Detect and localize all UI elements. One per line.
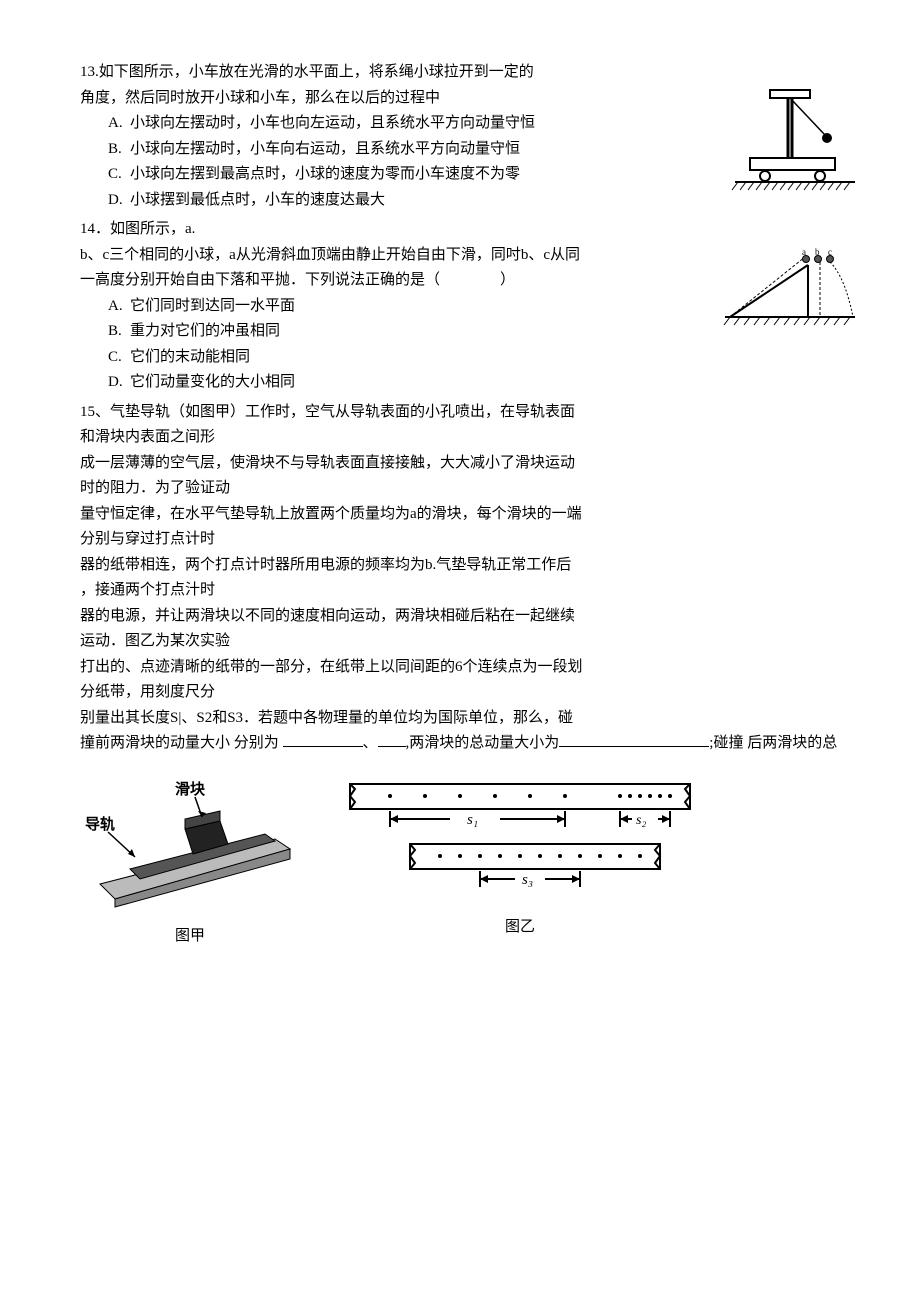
- q15-line-3: 时的阻力．为了验证动: [80, 476, 870, 502]
- svg-text:c: c: [828, 247, 832, 257]
- svg-text:滑块: 滑块: [175, 781, 206, 798]
- q14-stem-1: 14．如图所示，a.: [80, 217, 870, 243]
- q15-line-8: 器的电源，并让两滑块以不同的速度相向运动，两滑块相碰后粘在一起继续: [80, 604, 870, 630]
- question-14: a b c 14．如图所示，a. b、c三个相同的小球，a从光滑斜血顶端由静止开…: [80, 217, 870, 396]
- figure-q13: [730, 80, 860, 200]
- q15-line-12: 别量出其长度S|、S2和S3．若题中各物理量的单位均为国际单位，那么，碰: [80, 706, 870, 732]
- q14-opt-d: D.它们动量变化的大小相同: [108, 370, 870, 396]
- caption-yi: 图乙: [340, 915, 700, 941]
- blank-2: [378, 731, 406, 747]
- q15-line-0: 15、气垫导轨（如图甲）工作时，空气从导轨表面的小孔喷出，在导轨表面: [80, 400, 870, 426]
- svg-text:s₂: s₂: [636, 813, 646, 828]
- q15-number: 15、: [80, 404, 110, 420]
- q15-line-9: 运动．图乙为某次实验: [80, 629, 870, 655]
- q14-number: 14．: [80, 221, 110, 237]
- q15-line-5: 分别与穿过打点计时: [80, 527, 870, 553]
- svg-text:导轨: 导轨: [85, 815, 115, 833]
- caption-jia: 图甲: [80, 924, 300, 950]
- q15-line-11: 分纸带，用刻度尺分: [80, 680, 870, 706]
- q15-line-6: 器的纸带相连，两个打点计时器所用电源的频率均为b.气垫导轨正常工作后: [80, 553, 870, 579]
- svg-text:s₁: s₁: [467, 812, 478, 828]
- q14-opt-c: C.它们的末动能相同: [108, 345, 870, 371]
- svg-text:b: b: [815, 247, 820, 257]
- question-15: 15、气垫导轨（如图甲）工作时，空气从导轨表面的小孔喷出，在导轨表面 和滑块内表…: [80, 400, 870, 950]
- q13-number: 13.: [80, 64, 99, 80]
- blank-1: [283, 731, 363, 747]
- svg-text:a: a: [802, 247, 806, 257]
- figure-q14: a b c: [720, 247, 860, 337]
- q15-line-2: 成一层薄薄的空气层，使滑块不与导轨表面直接接触，大大减小了滑块运动: [80, 451, 870, 477]
- question-13: 13.如下图所示，小车放在光滑的水平面上，将系绳小球拉开到一定的 角度，然后同时…: [80, 60, 870, 213]
- q15-line-1: 和滑块内表面之间形: [80, 425, 870, 451]
- q15-line-4: 量守恒定律，在水平气垫导轨上放置两个质量均为a的滑块，每个滑块的一端: [80, 502, 870, 528]
- q15-last-line: 撞前两滑块的动量大小 分别为 、,两滑块的总动量大小为;碰撞 后两滑块的总: [80, 731, 870, 757]
- q15-figures: 滑块 导轨 图甲: [80, 769, 870, 950]
- figure-yi: s₁ s₂: [340, 769, 700, 941]
- blank-3: [559, 731, 709, 747]
- q15-line-7: ，接通两个打点汁时: [80, 578, 870, 604]
- figure-jia: 滑块 导轨 图甲: [80, 769, 300, 950]
- q15-line-10: 打出的、点迹清晰的纸带的一部分，在纸带上以同间距的6个连续点为一段划: [80, 655, 870, 681]
- svg-text:s₃: s₃: [522, 872, 533, 888]
